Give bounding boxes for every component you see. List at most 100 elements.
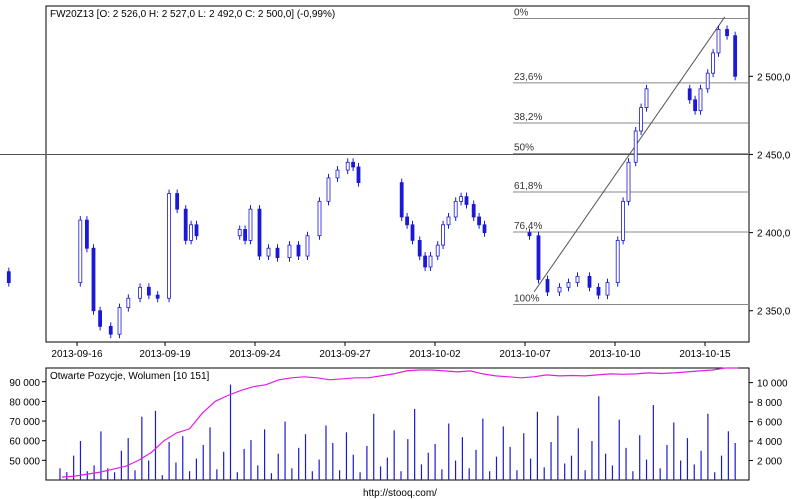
candle-body — [423, 255, 428, 268]
candle-body — [266, 247, 271, 257]
candle-body — [716, 29, 721, 54]
candle-body — [633, 130, 638, 163]
candle-body — [108, 325, 113, 335]
candle-body — [527, 232, 532, 237]
candle-body — [428, 255, 433, 268]
candle-body — [85, 219, 89, 249]
candle-body — [317, 200, 322, 237]
fib-level-label: 76,4% — [514, 221, 542, 232]
candle-body — [410, 224, 415, 241]
x-tick-label: 2013-10-02 — [409, 349, 461, 360]
candle-body — [326, 177, 331, 202]
x-tick-label: 2013-10-10 — [589, 349, 641, 360]
right-y-tick-label: 6 000 — [757, 418, 782, 429]
candle-body — [536, 235, 541, 280]
candle-body — [733, 35, 738, 77]
footer-url[interactable]: http://stooq.com/ — [363, 488, 437, 499]
candle-body — [98, 310, 102, 327]
candle-body — [464, 196, 469, 205]
candle-body — [146, 286, 151, 296]
candle-body — [287, 244, 292, 259]
volume-chart-title: Otwarte Pozycje, Wolumen [10 151] — [50, 371, 210, 382]
candle-body — [167, 193, 171, 299]
right-y-tick-label: 8 000 — [757, 398, 782, 409]
open-interest-path — [61, 367, 738, 478]
x-tick-label: 2013-09-16 — [51, 349, 103, 360]
candle-body — [194, 224, 199, 237]
fib-level-label: 38,2% — [514, 112, 542, 123]
candle-body — [275, 247, 280, 259]
candle-body — [399, 182, 404, 218]
price-x-axis: 2013-09-16 2013-09-19 2013-09-24 2013-09-27… — [51, 342, 731, 360]
candle-body — [248, 208, 253, 241]
left-y-tick-label: 70 000 — [9, 417, 40, 428]
y-tick-label: 2 400,0 — [757, 229, 791, 240]
left-y-tick-label: 90 000 — [9, 378, 40, 389]
candle-body — [566, 282, 571, 288]
candle-body — [621, 200, 625, 241]
y-tick-label: 2 350,0 — [757, 307, 791, 318]
candle-body — [477, 216, 482, 226]
right-y-tick-label: 2 000 — [757, 457, 782, 468]
candle-body — [545, 279, 550, 293]
candle-body — [644, 88, 649, 108]
trend-line — [533, 16, 726, 293]
x-tick-label: 2013-09-27 — [319, 349, 371, 360]
x-tick-label: 2013-10-07 — [499, 349, 551, 360]
fib-level-label: 50% — [514, 143, 534, 154]
candle-body — [257, 208, 262, 257]
candle-body — [626, 161, 631, 202]
candle-body — [296, 244, 301, 257]
candle-body — [482, 224, 487, 234]
candle-body — [587, 275, 592, 288]
candle-body — [237, 229, 242, 237]
candle-body — [459, 196, 464, 202]
right-y-tick-label: 10 000 — [757, 379, 788, 390]
candle-body — [471, 204, 476, 218]
candle-body — [335, 169, 340, 179]
candle-body — [441, 224, 446, 246]
candle-body — [596, 286, 601, 296]
candle-body — [575, 275, 580, 284]
candle-body — [615, 240, 620, 284]
candle-body — [687, 88, 692, 101]
fib-level-label: 100% — [514, 293, 540, 304]
candle-body — [639, 107, 643, 132]
candle-body — [453, 200, 458, 218]
candle-body — [126, 297, 131, 309]
candle-body — [183, 208, 188, 241]
price-y-axis: 2 350,0 2 400,0 2 450,0 2 500,0 — [749, 72, 791, 318]
open-interest-line — [61, 367, 738, 478]
candle-body — [693, 99, 697, 112]
candle-body — [91, 247, 96, 312]
fib-level-label: 0% — [514, 8, 529, 19]
x-tick-label: 2013-09-24 — [229, 349, 281, 360]
left-y-tick-label: 80 000 — [9, 397, 40, 408]
left-y-tick-label: 50 000 — [9, 456, 40, 467]
volume-panel — [45, 367, 750, 481]
left-y-tick-label: 60 000 — [9, 437, 40, 448]
volume-axes: 50 000 60 000 70 000 80 000 90 000 2 000 4 000… — [9, 378, 788, 468]
candle-body — [305, 235, 310, 257]
candle-body — [405, 216, 410, 226]
candle-body — [175, 193, 180, 210]
price-series — [6, 25, 738, 339]
candle-body — [78, 219, 83, 284]
y-tick-label: 2 450,0 — [757, 150, 791, 161]
right-y-tick-label: 4 000 — [757, 437, 782, 448]
candle-body — [345, 161, 350, 171]
candle-body — [698, 88, 703, 112]
price-panel — [45, 5, 750, 343]
price-chart-title: FW20Z13 [O: 2 526,0 H: 2 527,0 L: 2 492,… — [50, 9, 335, 20]
candle-body — [557, 286, 562, 293]
x-tick-label: 2013-09-19 — [139, 349, 191, 360]
candle-body — [446, 216, 451, 226]
candle-body — [6, 271, 11, 284]
candle-body — [117, 307, 122, 335]
candle-body — [351, 161, 356, 168]
candle-body — [243, 229, 248, 241]
candle-body — [711, 52, 715, 74]
candle-body — [725, 29, 729, 37]
candle-body — [138, 286, 142, 299]
